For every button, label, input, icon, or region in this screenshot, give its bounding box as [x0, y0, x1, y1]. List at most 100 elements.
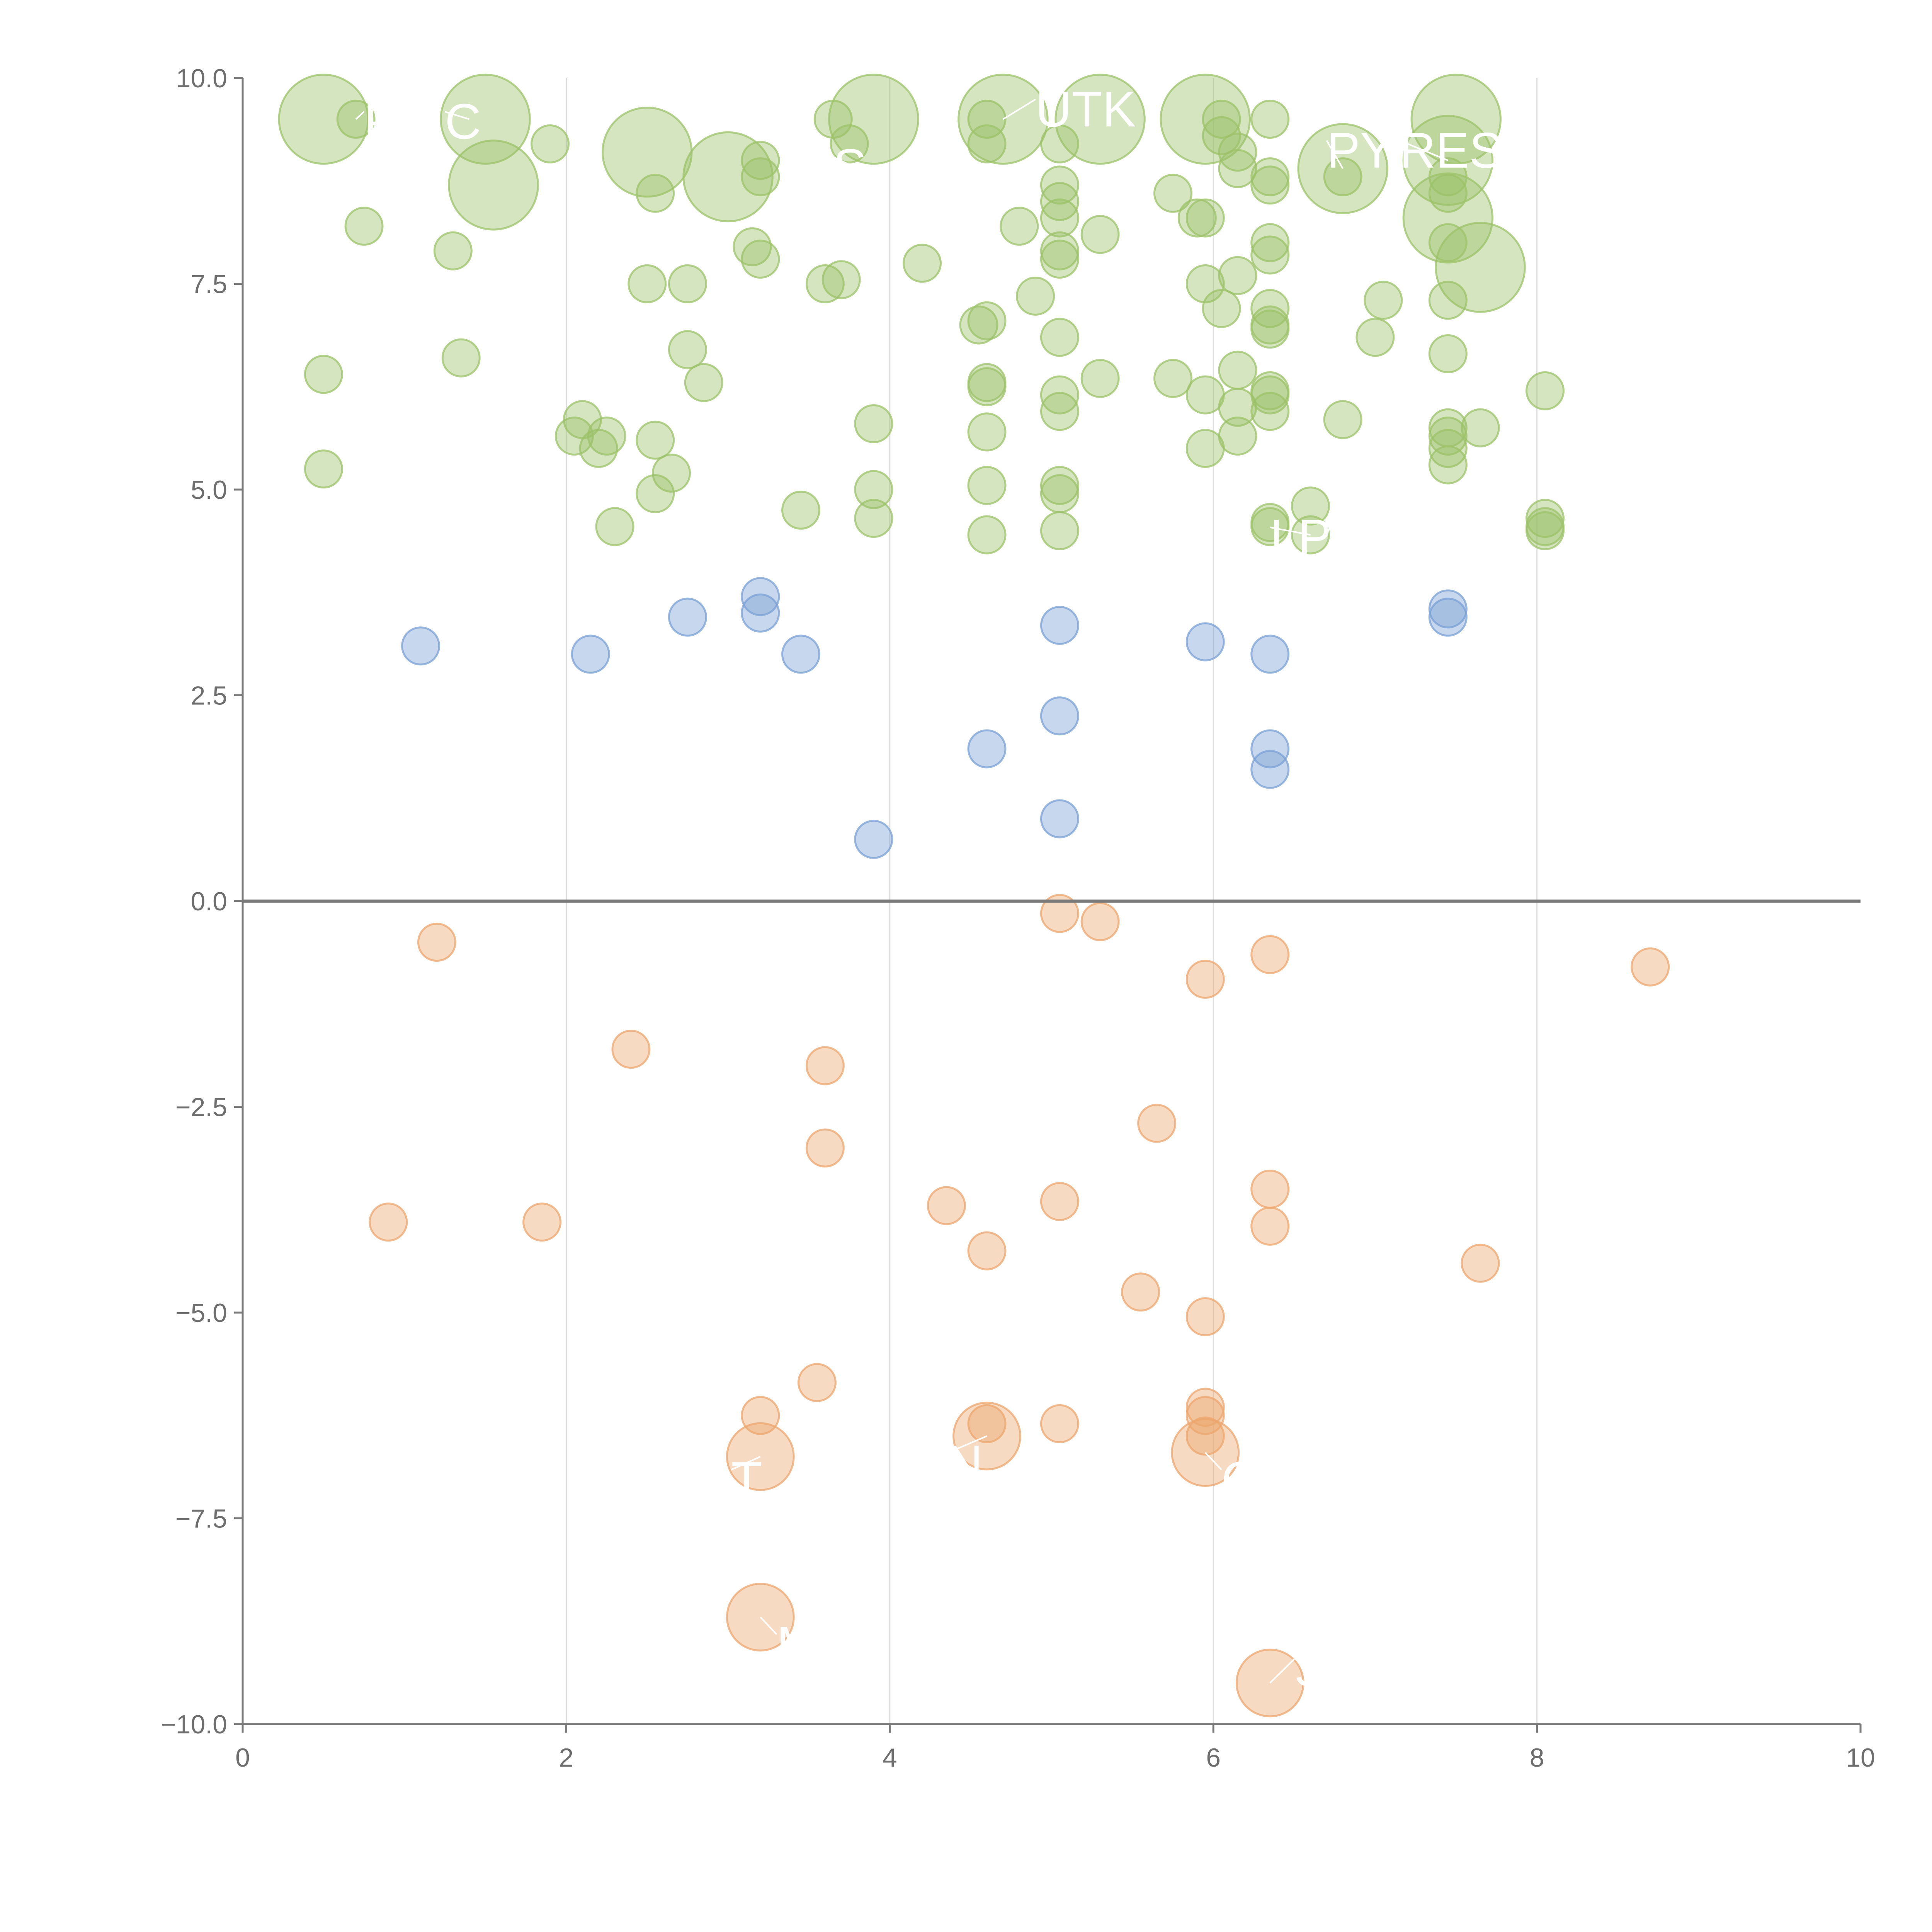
orange-bubble	[967, 1231, 1007, 1270]
orange-bubble	[1185, 959, 1225, 999]
label-leader-line	[1204, 1452, 1222, 1471]
green-bubble	[903, 243, 942, 283]
green-bubble	[1526, 371, 1565, 410]
green-bubble	[805, 264, 845, 303]
green-bubble	[1160, 73, 1251, 165]
green-bubble	[1428, 334, 1468, 374]
green-bubble	[854, 404, 893, 444]
x-axis-ticks: 0 2 4 6 8 10	[235, 1724, 1875, 1772]
y-tick-label: 7.5	[190, 270, 227, 299]
blue-bubble	[1040, 696, 1079, 736]
y-tick-label: −7.5	[175, 1504, 227, 1534]
green-bubble	[668, 330, 707, 369]
label-leader-line	[946, 1435, 987, 1454]
bubble-label: LP	[1270, 509, 1332, 565]
green-bubble	[830, 124, 869, 163]
green-bubble	[1218, 149, 1257, 188]
green-bubble	[1040, 240, 1079, 279]
green-bubble	[1526, 499, 1565, 538]
bubble-label: C	[1221, 1451, 1258, 1508]
bubble-label: RES	[1400, 122, 1503, 179]
green-bubble	[1364, 281, 1403, 320]
green-bubble	[684, 363, 723, 402]
green-bubble	[1323, 157, 1362, 197]
orange-bubble	[417, 923, 456, 962]
y-tick-label: −10.0	[161, 1710, 227, 1739]
blue-bubble	[1185, 622, 1225, 662]
green-bubble	[1355, 318, 1395, 357]
orange-bubble	[522, 1202, 562, 1242]
green-bubble	[1080, 215, 1120, 254]
y-tick-label: 0.0	[190, 887, 227, 916]
green-bubble	[531, 124, 570, 163]
y-tick-label: 2.5	[190, 681, 227, 711]
orange-bubble	[1185, 1297, 1225, 1337]
label-leader-line	[1269, 1658, 1295, 1684]
orange-bubble	[1040, 1182, 1079, 1221]
bubble-label: C	[445, 93, 481, 150]
blue-bubble	[967, 729, 1007, 769]
orange-bubble	[797, 1363, 837, 1402]
green-bubble	[682, 131, 774, 223]
green-bubble	[1040, 466, 1079, 505]
green-bubble	[1153, 173, 1193, 213]
label-leader-line	[833, 156, 858, 170]
green-bubble	[441, 338, 481, 378]
green-bubble	[1177, 198, 1217, 238]
green-bubble	[1000, 206, 1039, 246]
label-leader-line	[355, 111, 365, 120]
orange-bubble	[927, 1186, 966, 1225]
green-bubble	[1428, 429, 1468, 468]
green-bubble	[1428, 417, 1468, 456]
bubble-label: P	[364, 93, 398, 150]
orange-bubble	[1185, 1396, 1225, 1435]
green-bubble	[1016, 276, 1055, 316]
blue-bubble	[571, 634, 610, 674]
orange-bubble	[805, 1046, 845, 1085]
green-bubble	[967, 367, 1007, 406]
green-bubble	[1250, 289, 1290, 328]
label-leader-line	[760, 1616, 777, 1635]
x-tick-label: 8	[1530, 1743, 1544, 1772]
green-bubble	[854, 470, 893, 509]
x-tick-label: 0	[235, 1743, 250, 1772]
orange-bubble	[1250, 935, 1290, 974]
green-bubble	[1080, 359, 1120, 398]
green-bubble	[1040, 318, 1079, 357]
green-bubble	[440, 73, 531, 165]
orange-bubble	[1080, 902, 1120, 941]
green-bubble	[1185, 264, 1225, 303]
y-tick-label: 5.0	[190, 475, 227, 505]
green-bubble	[448, 139, 539, 231]
green-bubble	[967, 466, 1007, 505]
green-bubble	[741, 157, 780, 197]
blue-bubble	[741, 577, 780, 616]
orange-bubble	[1461, 1243, 1500, 1283]
green-bubble	[1526, 511, 1565, 550]
green-bubble	[1218, 417, 1257, 456]
green-bubble	[821, 260, 861, 299]
green-bubble	[1040, 511, 1079, 550]
blue-bubble	[741, 594, 780, 633]
green-bubble	[1250, 392, 1290, 431]
label-leader-line	[444, 111, 469, 120]
green-bubble	[1185, 198, 1225, 238]
green-bubble	[304, 449, 343, 489]
green-bubble	[741, 240, 780, 279]
x-tick-label: 2	[559, 1743, 573, 1772]
green-bubble	[1291, 486, 1330, 526]
orange-bubble	[1250, 1170, 1290, 1209]
orange-bubble	[1121, 1272, 1160, 1312]
green-bubble	[554, 417, 594, 456]
label-leader-line	[731, 1456, 761, 1471]
green-bubble	[579, 429, 618, 468]
y-tick-label: 10.0	[176, 64, 227, 93]
bubble-label: N	[946, 1435, 983, 1491]
green-bubble	[967, 515, 1007, 554]
green-bubble	[1153, 359, 1193, 398]
blue-bubble	[401, 626, 440, 666]
green-bubble	[967, 301, 1007, 340]
orange-bubble	[1250, 1206, 1290, 1246]
green-bubble	[1250, 507, 1290, 546]
